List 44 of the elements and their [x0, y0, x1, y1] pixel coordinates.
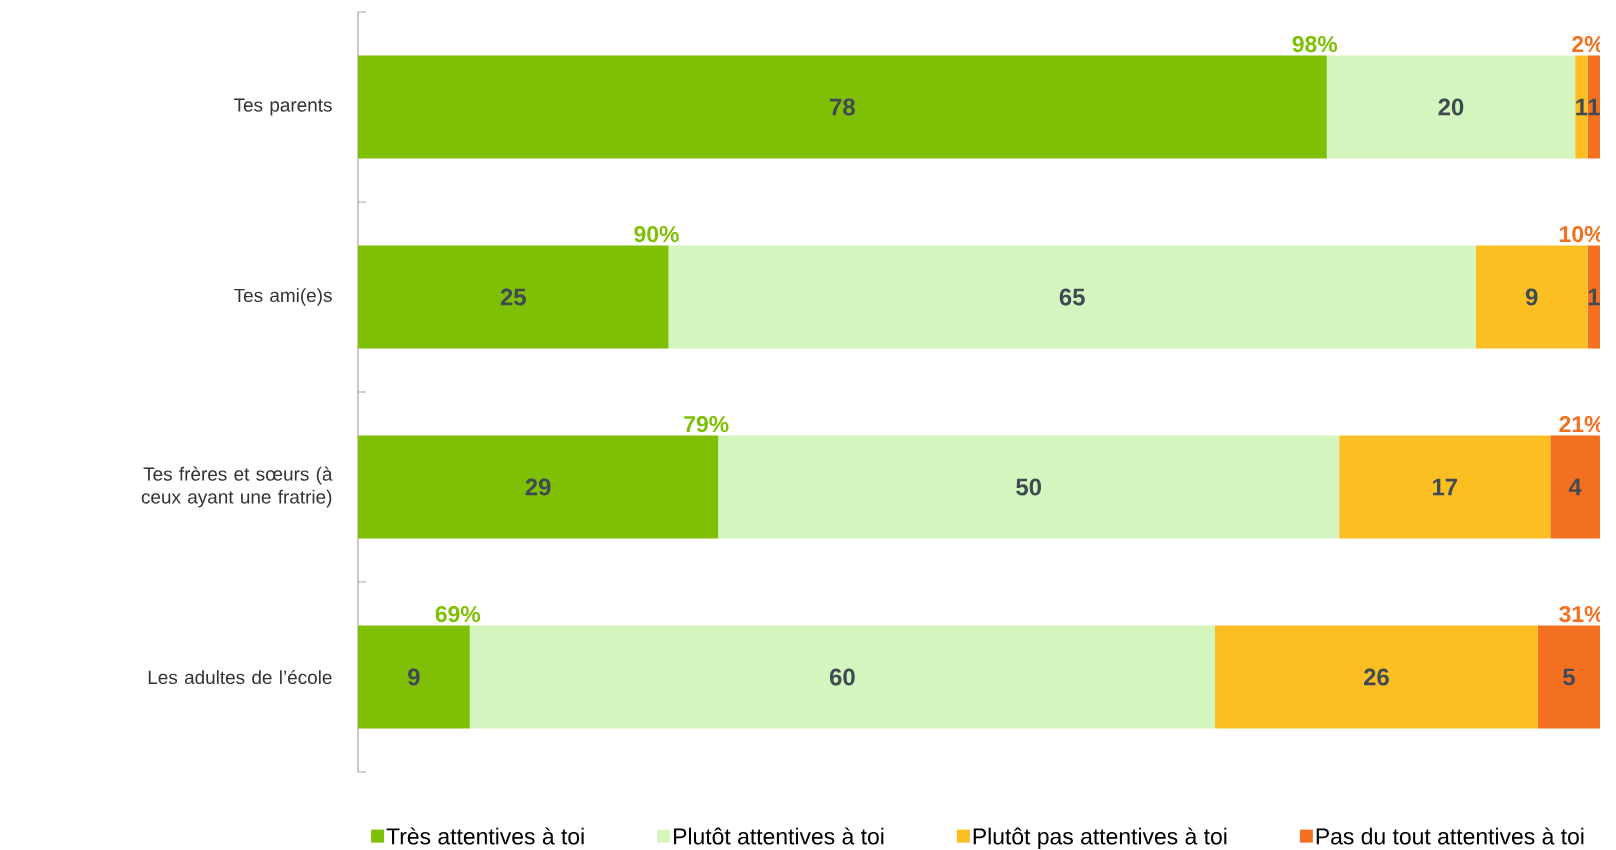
- y-tick-label: Tes parents: [234, 98, 332, 116]
- bar: [668, 245, 1476, 349]
- legend-label: Pas du tout attentives à toi: [1316, 827, 1584, 845]
- bar: [1475, 245, 1588, 349]
- data-label: 1: [1576, 98, 1588, 116]
- data-label: 78: [830, 98, 855, 116]
- bar: [358, 435, 719, 539]
- bar: [1214, 625, 1538, 729]
- data-label: 4: [1568, 478, 1582, 496]
- data-label: 65: [1059, 288, 1085, 306]
- legend-label: Plutôt pas attentives à toi: [973, 827, 1227, 850]
- bar: [718, 435, 1340, 539]
- y-tick-label: Les adultes de l’école: [148, 670, 332, 685]
- data-label: 50: [1016, 478, 1041, 496]
- data-label: 17: [1432, 478, 1457, 496]
- y-tick-label: Tes frères et sœurs (à ceux ayant une fratrie): [141, 466, 333, 508]
- bar: [1587, 55, 1600, 159]
- data-label: 29: [525, 478, 551, 496]
- bar: [469, 625, 1215, 729]
- bar: [1537, 625, 1600, 729]
- annotation: 69%: [435, 606, 481, 623]
- bar: [1550, 435, 1600, 539]
- annotation: 79%: [684, 416, 729, 433]
- data-label: 9: [1525, 288, 1538, 306]
- bar: [1326, 55, 1576, 159]
- data-label: 1: [1588, 98, 1600, 116]
- legend-label: Très attentives à toi: [386, 827, 584, 845]
- bar: [1587, 245, 1600, 349]
- bar: [358, 55, 1327, 159]
- data-label: 20: [1438, 98, 1464, 116]
- legend-label: Plutôt attentives à toi: [674, 827, 884, 845]
- data-label: 26: [1363, 668, 1389, 686]
- bar: [1339, 435, 1551, 539]
- bar: [1575, 55, 1588, 159]
- annotation: 90%: [634, 226, 679, 243]
- data-label: 1: [1588, 288, 1600, 306]
- data-label: 25: [500, 288, 526, 306]
- data-label: 9: [408, 668, 420, 686]
- y-tick-label: Tes ami(e)s: [234, 288, 332, 306]
- bar: [358, 245, 669, 349]
- bar: [358, 625, 470, 729]
- annotation: 98%: [1292, 36, 1338, 53]
- data-label: 5: [1563, 668, 1575, 686]
- data-label: 60: [829, 668, 855, 686]
